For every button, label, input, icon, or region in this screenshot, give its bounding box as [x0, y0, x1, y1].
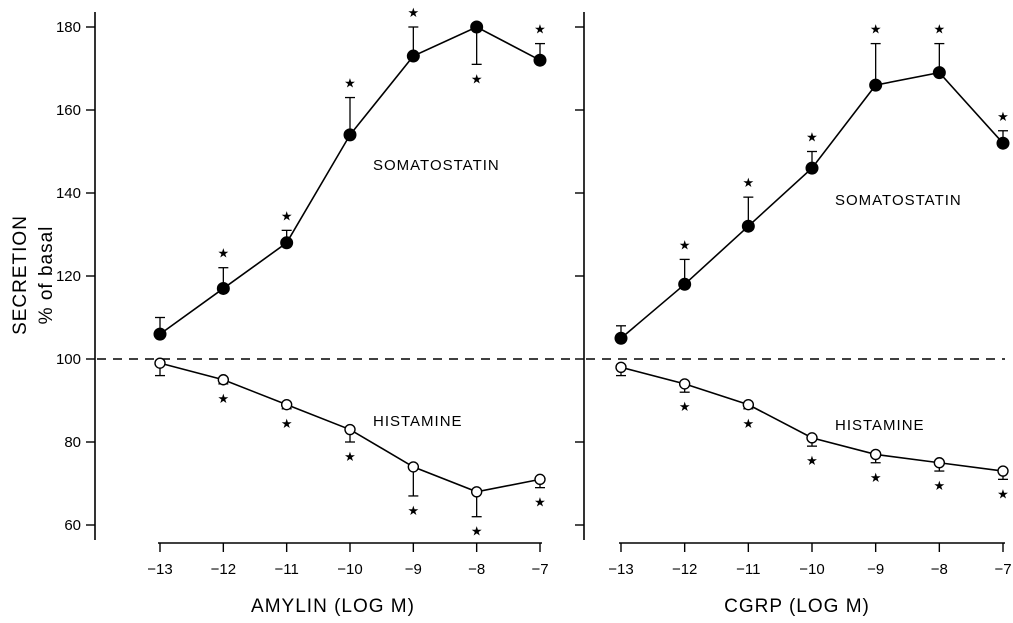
c0-histamine-point — [217, 374, 230, 386]
c0-somatostatin-point — [280, 236, 294, 250]
c0-x-tick-label: −7 — [531, 561, 548, 578]
c0-somatostatin-point — [470, 20, 484, 34]
c1-histamine-point — [869, 448, 882, 461]
c0-x-tick-label: −9 — [405, 561, 422, 578]
c0-y-tick-label: 180 — [56, 19, 81, 36]
c0-somatostatin-point — [216, 281, 230, 295]
c0-histamine-significance-star: ★ — [218, 391, 230, 406]
c1-x-tick-label: −12 — [672, 561, 697, 578]
c0-somatostatin-point — [406, 49, 420, 63]
c1-x-tick-label: −7 — [994, 561, 1011, 578]
c1-somatostatin-point — [741, 219, 755, 233]
c0-somatostatin-significance-star: ★ — [408, 5, 420, 20]
c0-somatostatin-significance-star: ★ — [471, 71, 483, 86]
c1-histamine-point — [678, 378, 691, 390]
c0-x-axis-title: AMYLIN (LOG M) — [251, 596, 415, 617]
c1-histamine-series-label: HISTAMINE — [835, 417, 925, 434]
c0-x-tick-label: −13 — [147, 561, 172, 578]
c0-histamine-significance-star: ★ — [471, 524, 483, 539]
c1-x-axis-title: CGRP (LOG M) — [724, 596, 870, 617]
amylin-panel: 60 80 100 120 140 160 180 −13 −12 −11 −10 −9 −8 −7 AMY… — [56, 5, 572, 617]
c0-somatostatin-point — [533, 53, 547, 67]
c1-x-tick-label: −10 — [799, 561, 824, 578]
c0-somatostatin-significance-star: ★ — [344, 76, 356, 91]
c0-y-tick-label: 100 — [56, 351, 81, 368]
c0-histamine-point — [407, 461, 420, 473]
c0-somatostatin-significance-star: ★ — [281, 208, 293, 223]
y-axis-title: SECRETION — [10, 215, 31, 335]
c0-somatostatin-point — [153, 327, 167, 341]
c1-somatostatin-significance-star: ★ — [806, 130, 818, 145]
y-axis-subtitle: % of basal — [36, 226, 57, 325]
c0-somatostatin-point — [343, 128, 357, 142]
c0-y-tick-label: 140 — [56, 185, 81, 202]
c1-histamine-point — [806, 432, 818, 444]
c0-histamine-series-label: HISTAMINE — [373, 413, 463, 430]
c0-x-tick-label: −11 — [274, 561, 298, 578]
c0-y-tick-label: 60 — [64, 517, 81, 534]
c0-y-tick-label: 160 — [56, 102, 81, 119]
c0-histamine-significance-star: ★ — [344, 449, 356, 464]
c1-somatostatin-significance-star: ★ — [997, 109, 1009, 124]
c0-histamine-point — [470, 486, 483, 498]
c1-somatostatin-series-label: SOMATOSTATIN — [835, 192, 962, 209]
c1-somatostatin-point — [805, 161, 819, 175]
c0-histamine-point — [280, 398, 293, 411]
c0-histamine-point — [534, 473, 546, 486]
c1-somatostatin-significance-star: ★ — [679, 237, 691, 252]
c0-histamine-point — [344, 423, 356, 436]
c1-histamine-point — [933, 457, 946, 469]
c0-histamine-significance-star: ★ — [408, 503, 420, 518]
c0-y-tick-label: 120 — [56, 268, 81, 285]
c1-histamine-significance-star: ★ — [679, 399, 691, 414]
c1-histamine-significance-star: ★ — [870, 470, 882, 485]
c0-histamine-significance-star: ★ — [281, 416, 293, 431]
c1-histamine-point — [742, 398, 755, 411]
c1-histamine-point — [997, 465, 1009, 477]
c1-somatostatin-significance-star: ★ — [934, 22, 946, 37]
c1-x-tick-label: −11 — [736, 561, 760, 578]
c0-somatostatin-significance-star: ★ — [218, 246, 230, 261]
c0-x-tick-label: −10 — [337, 561, 362, 578]
c1-x-tick-label: −13 — [608, 561, 633, 578]
c1-somatostatin-significance-star: ★ — [743, 175, 755, 190]
c0-x-tick-label: −8 — [468, 561, 485, 578]
c1-histamine-significance-star: ★ — [806, 453, 818, 468]
c1-histamine-significance-star: ★ — [743, 416, 755, 431]
c0-x-tick-label: −12 — [211, 561, 236, 578]
c1-somatostatin-point — [996, 136, 1010, 150]
c0-histamine-point — [154, 357, 166, 369]
c1-histamine-point — [615, 361, 627, 373]
c1-histamine-significance-star: ★ — [934, 478, 946, 493]
c1-x-tick-label: −8 — [931, 561, 948, 578]
c1-somatostatin-point — [869, 78, 883, 92]
c0-somatostatin-significance-star: ★ — [534, 22, 546, 37]
c1-histamine-significance-star: ★ — [997, 486, 1009, 501]
cgrp-panel: −13 −12 −11 −10 −9 −8 −7 CGRP (LOG M) ★ ★ ★ ★ ★ ★ SOMA… — [575, 12, 1012, 617]
c1-somatostatin-point — [932, 66, 946, 80]
c0-y-tick-label: 80 — [64, 434, 81, 451]
c1-somatostatin-point — [678, 277, 692, 291]
c1-somatostatin-significance-star: ★ — [870, 22, 882, 37]
c1-x-tick-label: −9 — [867, 561, 884, 578]
c1-somatostatin-point — [614, 331, 628, 345]
c0-histamine-significance-star: ★ — [534, 495, 546, 510]
c0-somatostatin-series-label: SOMATOSTATIN — [373, 157, 500, 174]
